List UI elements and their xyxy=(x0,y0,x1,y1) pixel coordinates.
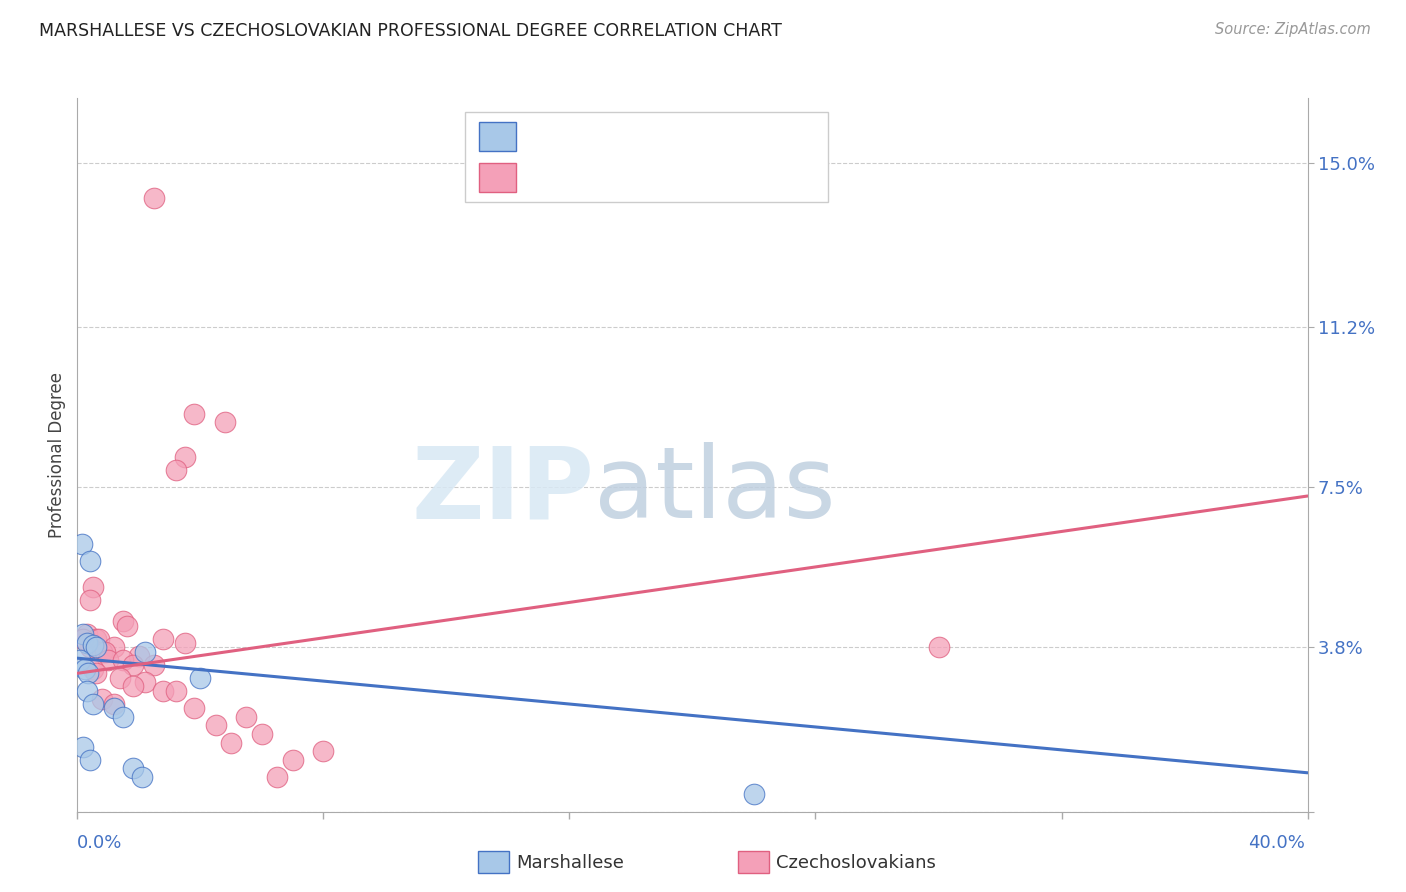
Point xyxy=(219,735,242,749)
Point xyxy=(79,592,101,607)
Text: Czechoslovakians: Czechoslovakians xyxy=(776,854,936,871)
Point xyxy=(110,671,132,685)
Point xyxy=(204,718,226,732)
Text: Source: ZipAtlas.com: Source: ZipAtlas.com xyxy=(1215,22,1371,37)
Point xyxy=(76,636,98,650)
Point xyxy=(103,640,125,655)
Point xyxy=(250,727,273,741)
Point xyxy=(73,662,96,676)
Point xyxy=(112,653,135,667)
Point xyxy=(82,580,104,594)
Point xyxy=(174,450,197,464)
Point xyxy=(134,645,156,659)
Point xyxy=(103,697,125,711)
Point xyxy=(928,640,950,655)
Point xyxy=(121,679,143,693)
Point xyxy=(121,762,143,776)
Point xyxy=(281,753,304,767)
Point xyxy=(174,636,197,650)
Text: -0.343: -0.343 xyxy=(562,128,621,145)
Point xyxy=(152,632,174,646)
Text: MARSHALLESE VS CZECHOSLOVAKIAN PROFESSIONAL DEGREE CORRELATION CHART: MARSHALLESE VS CZECHOSLOVAKIAN PROFESSIO… xyxy=(39,22,782,40)
Point xyxy=(183,407,205,421)
Text: 12: 12 xyxy=(741,128,766,145)
Point xyxy=(131,770,153,784)
Point xyxy=(72,627,94,641)
Text: R =: R = xyxy=(530,169,564,186)
Point xyxy=(90,692,114,706)
Point xyxy=(152,683,174,698)
Point xyxy=(79,753,101,767)
Point xyxy=(134,675,156,690)
Text: ZIP: ZIP xyxy=(411,442,595,539)
Point xyxy=(84,666,107,681)
Point xyxy=(97,653,120,667)
Point xyxy=(79,640,101,655)
Point xyxy=(82,662,104,676)
Point xyxy=(742,788,765,802)
Point xyxy=(143,191,166,205)
Text: Marshallese: Marshallese xyxy=(516,854,624,871)
Point xyxy=(79,554,101,568)
Point xyxy=(143,657,166,672)
Point xyxy=(115,619,138,633)
Point xyxy=(312,744,335,758)
Point xyxy=(128,648,150,663)
Point xyxy=(82,697,104,711)
Text: atlas: atlas xyxy=(595,442,835,539)
Point xyxy=(72,632,94,646)
Point xyxy=(188,671,212,685)
Point xyxy=(235,709,257,723)
Point xyxy=(87,632,110,646)
Point xyxy=(84,640,107,655)
Point xyxy=(90,645,114,659)
Point xyxy=(183,701,205,715)
Point xyxy=(76,627,98,641)
Point xyxy=(82,638,104,652)
Point xyxy=(76,683,98,698)
Point xyxy=(121,657,143,672)
Point xyxy=(214,416,236,430)
Y-axis label: Professional Degree: Professional Degree xyxy=(48,372,66,538)
Point xyxy=(112,709,135,723)
Point xyxy=(266,770,288,784)
Point xyxy=(94,645,117,659)
Point xyxy=(165,463,187,477)
Text: R =: R = xyxy=(530,128,564,145)
Point xyxy=(103,701,125,715)
Text: 42: 42 xyxy=(741,169,766,186)
Text: N =: N = xyxy=(640,169,673,186)
Text: 0.167: 0.167 xyxy=(569,169,621,186)
Point xyxy=(72,739,94,754)
Point xyxy=(77,666,100,681)
Point xyxy=(70,536,93,550)
Point xyxy=(112,615,135,629)
Text: N =: N = xyxy=(640,128,673,145)
Point xyxy=(69,653,91,667)
Text: 0.0%: 0.0% xyxy=(77,834,122,852)
Text: 40.0%: 40.0% xyxy=(1249,834,1305,852)
Point xyxy=(84,632,107,646)
Point xyxy=(165,683,187,698)
